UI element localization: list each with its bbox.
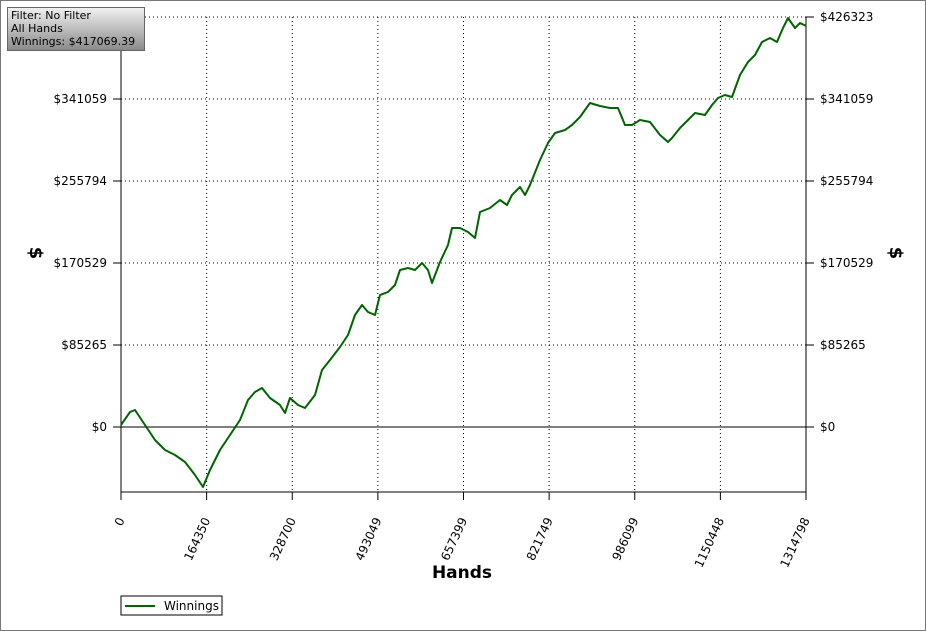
legend-label: Winnings: [164, 599, 219, 613]
y-axis-label: $: [25, 247, 46, 260]
filter-text: Filter: No Filter: [11, 9, 91, 22]
y-axis-label-right: $: [885, 247, 906, 260]
hands-text: All Hands: [11, 22, 63, 35]
filter-box: Filter: No Filter All Hands Winnings: $4…: [7, 7, 145, 51]
winnings-text: Winnings: $417069.39: [11, 35, 136, 48]
series-line: [120, 17, 807, 488]
y-tick-label: $0: [92, 420, 107, 434]
y-tick-label: $170529: [54, 256, 107, 270]
y-tick-label-right: $255794: [820, 174, 873, 188]
y-tick-label-right: $426323: [820, 10, 873, 24]
y-tick-label: $255794: [54, 174, 107, 188]
y-tick-label-right: $85265: [820, 338, 866, 352]
y-tick-label-right: $0: [820, 420, 835, 434]
y-tick-label: $341059: [54, 92, 107, 106]
x-axis-label: Hands: [432, 563, 492, 583]
y-tick-label-right: $170529: [820, 256, 873, 270]
y-tick-label: $85265: [61, 338, 107, 352]
legend-box: [120, 595, 223, 616]
y-tick-label-right: $341059: [820, 92, 873, 106]
